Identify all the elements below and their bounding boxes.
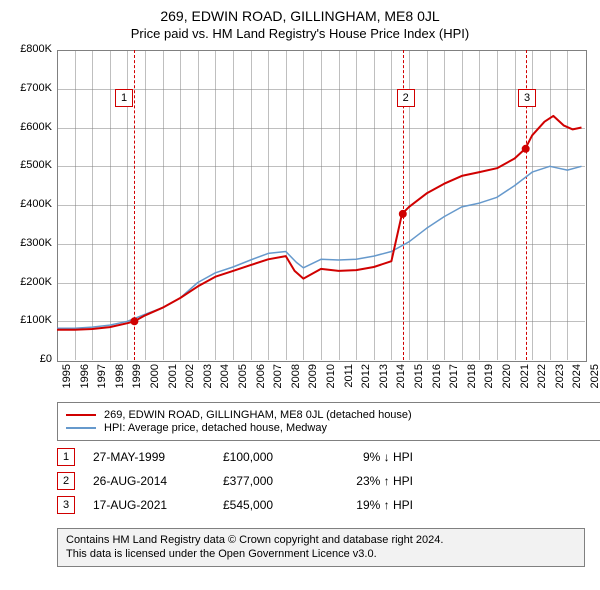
- x-axis-tick-label: 1998: [114, 364, 126, 404]
- sale-row-date: 26-AUG-2014: [93, 474, 223, 488]
- x-axis-tick-label: 2002: [184, 364, 196, 404]
- x-axis-tick-label: 2017: [448, 364, 460, 404]
- x-axis-tick-label: 2016: [431, 364, 443, 404]
- x-axis-tick-label: 2008: [290, 364, 302, 404]
- x-axis-tick-label: 1996: [79, 364, 91, 404]
- x-axis-tick-label: 2018: [466, 364, 478, 404]
- footer-line2: This data is licensed under the Open Gov…: [66, 547, 576, 561]
- chart-svg: [0, 0, 600, 362]
- x-axis-tick-label: 2015: [413, 364, 425, 404]
- sale-row: 3 17-AUG-2021£545,00019% ↑ HPI: [57, 496, 413, 514]
- sale-row: 1 27-MAY-1999£100,0009% ↓ HPI: [57, 448, 413, 466]
- sale-row: 2 26-AUG-2014£377,00023% ↑ HPI: [57, 472, 413, 490]
- legend-swatch: [66, 414, 96, 416]
- sale-row-diff: 9% ↓ HPI: [333, 450, 413, 464]
- x-axis-tick-label: 2011: [343, 364, 355, 404]
- sale-marker-point: [399, 210, 407, 218]
- x-axis-tick-label: 1999: [131, 364, 143, 404]
- sale-row-date: 17-AUG-2021: [93, 498, 223, 512]
- sale-row-marker: 2: [57, 472, 75, 490]
- sale-row-marker: 3: [57, 496, 75, 514]
- x-axis-tick-label: 2010: [325, 364, 337, 404]
- sale-row-price: £377,000: [223, 474, 333, 488]
- legend-box: 269, EDWIN ROAD, GILLINGHAM, ME8 0JL (de…: [57, 402, 600, 441]
- x-axis-tick-label: 2012: [360, 364, 372, 404]
- series-line-price_paid: [57, 116, 582, 330]
- x-axis-tick-label: 2021: [519, 364, 531, 404]
- x-axis-tick-label: 2019: [483, 364, 495, 404]
- sale-row-price: £100,000: [223, 450, 333, 464]
- legend-swatch: [66, 427, 96, 429]
- x-axis-tick-label: 2023: [554, 364, 566, 404]
- sale-row-diff: 19% ↑ HPI: [333, 498, 413, 512]
- sale-row-price: £545,000: [223, 498, 333, 512]
- legend-label: 269, EDWIN ROAD, GILLINGHAM, ME8 0JL (de…: [104, 409, 412, 421]
- x-axis-tick-label: 2022: [536, 364, 548, 404]
- x-axis-tick-label: 2005: [237, 364, 249, 404]
- x-axis-tick-label: 2004: [219, 364, 231, 404]
- x-axis-tick-label: 2006: [255, 364, 267, 404]
- x-axis-tick-label: 2020: [501, 364, 513, 404]
- x-axis-tick-label: 2024: [571, 364, 583, 404]
- x-axis-tick-label: 2025: [589, 364, 600, 404]
- footer-line1: Contains HM Land Registry data © Crown c…: [66, 533, 576, 547]
- x-axis-tick-label: 2001: [167, 364, 179, 404]
- legend-item: HPI: Average price, detached house, Medw…: [66, 422, 592, 434]
- x-axis-tick-label: 1997: [96, 364, 108, 404]
- sale-row-date: 27-MAY-1999: [93, 450, 223, 464]
- legend-item: 269, EDWIN ROAD, GILLINGHAM, ME8 0JL (de…: [66, 409, 592, 421]
- sale-row-marker: 1: [57, 448, 75, 466]
- x-axis-tick-label: 2007: [272, 364, 284, 404]
- x-axis-tick-label: 2014: [395, 364, 407, 404]
- series-line-hpi: [57, 166, 582, 328]
- x-axis-tick-label: 2003: [202, 364, 214, 404]
- sale-marker-point: [522, 145, 530, 153]
- sale-row-diff: 23% ↑ HPI: [333, 474, 413, 488]
- sale-marker-point: [130, 317, 138, 325]
- chart-container: 269, EDWIN ROAD, GILLINGHAM, ME8 0JL Pri…: [0, 0, 600, 590]
- x-axis-tick-label: 2000: [149, 364, 161, 404]
- footer-attribution: Contains HM Land Registry data © Crown c…: [57, 528, 585, 567]
- x-axis-tick-label: 2009: [307, 364, 319, 404]
- x-axis-tick-label: 1995: [61, 364, 73, 404]
- x-axis-tick-label: 2013: [378, 364, 390, 404]
- legend-label: HPI: Average price, detached house, Medw…: [104, 422, 327, 434]
